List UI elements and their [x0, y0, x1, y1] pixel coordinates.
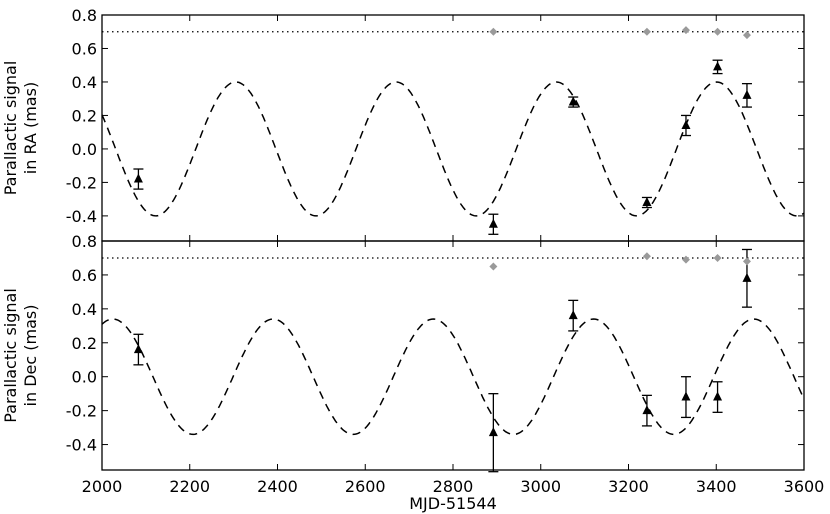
axes-frame [101, 240, 805, 471]
data-point-diamond [713, 253, 722, 262]
y-tick-label: 0.6 [72, 266, 97, 285]
data-point-diamond [642, 252, 651, 261]
y-axis-label: Parallactic signalin Dec (mas) [1, 288, 40, 423]
data-point-triangle [133, 344, 143, 354]
model-curve [101, 81, 805, 217]
y-tick-label: 0.0 [72, 368, 97, 387]
data-point-triangle [642, 196, 652, 206]
data-point-triangle [681, 391, 691, 401]
data-point-triangle [642, 405, 652, 415]
y-tick-label: 0.0 [72, 140, 97, 159]
data-point-diamond [489, 262, 498, 271]
y-tick-label: 0.4 [72, 73, 97, 92]
model-curve [101, 318, 805, 436]
y-axis-label-line1: Parallactic signal [1, 61, 20, 196]
panel-dec: -0.4 -0.2 0.0 0.2 0.4 0.6 0.8 2000 2200 2400 2600 2… [1, 232, 824, 513]
axes-frame [101, 14, 805, 242]
y-tick-label: 0.6 [72, 39, 97, 58]
y-tick-label: 0.8 [72, 232, 97, 251]
data-point-diamond [742, 257, 751, 266]
x-tick-label: 2400 [257, 477, 298, 496]
panel-ra: -0.4 -0.2 0.0 0.2 0.4 0.6 0.8 Parallactic signa… [1, 6, 805, 242]
x-tick-label: 3200 [608, 477, 649, 496]
x-tick-label: 2800 [433, 477, 474, 496]
data-point-triangle [742, 89, 752, 99]
data-point-diamond [642, 27, 651, 36]
data-point-triangle [488, 427, 498, 437]
x-tick-label: 3000 [520, 477, 561, 496]
data-point-diamond [713, 27, 722, 36]
y-tick-label: 0.2 [72, 334, 97, 353]
data-point-triangle [568, 96, 578, 106]
data-point-diamond [742, 31, 751, 40]
y-tick-label: 0.8 [72, 6, 97, 25]
x-tick-label: 3400 [696, 477, 737, 496]
y-tick-label: -0.2 [66, 173, 97, 192]
y-axis-label-line2: in Dec (mas) [21, 305, 40, 407]
y-tick-label: -0.4 [66, 207, 97, 226]
y-axis-label: Parallactic signalin RA (mas) [1, 61, 40, 196]
data-point-triangle [713, 391, 723, 401]
data-point-diamond [681, 26, 690, 35]
y-tick-label: -0.2 [66, 402, 97, 421]
y-tick-label: -0.4 [66, 436, 97, 455]
y-tick-label: 0.4 [72, 300, 97, 319]
x-tick-label: 3600 [784, 477, 825, 496]
x-tick-label: 2600 [345, 477, 386, 496]
data-point-triangle [488, 218, 498, 228]
data-point-triangle [133, 173, 143, 183]
data-point-diamond [489, 27, 498, 36]
y-axis-label-line1: Parallactic signal [1, 288, 20, 423]
y-tick-label: 0.2 [72, 106, 97, 125]
data-point-triangle [681, 119, 691, 129]
data-point-triangle [713, 61, 723, 71]
x-axis-label: MJD-51544 [409, 494, 497, 513]
y-axis-label-line2: in RA (mas) [21, 82, 40, 174]
data-point-diamond [681, 255, 690, 264]
x-tick-label: 2200 [169, 477, 210, 496]
data-point-triangle [568, 310, 578, 320]
x-tick-label: 2000 [82, 477, 123, 496]
data-point-triangle [742, 272, 752, 282]
